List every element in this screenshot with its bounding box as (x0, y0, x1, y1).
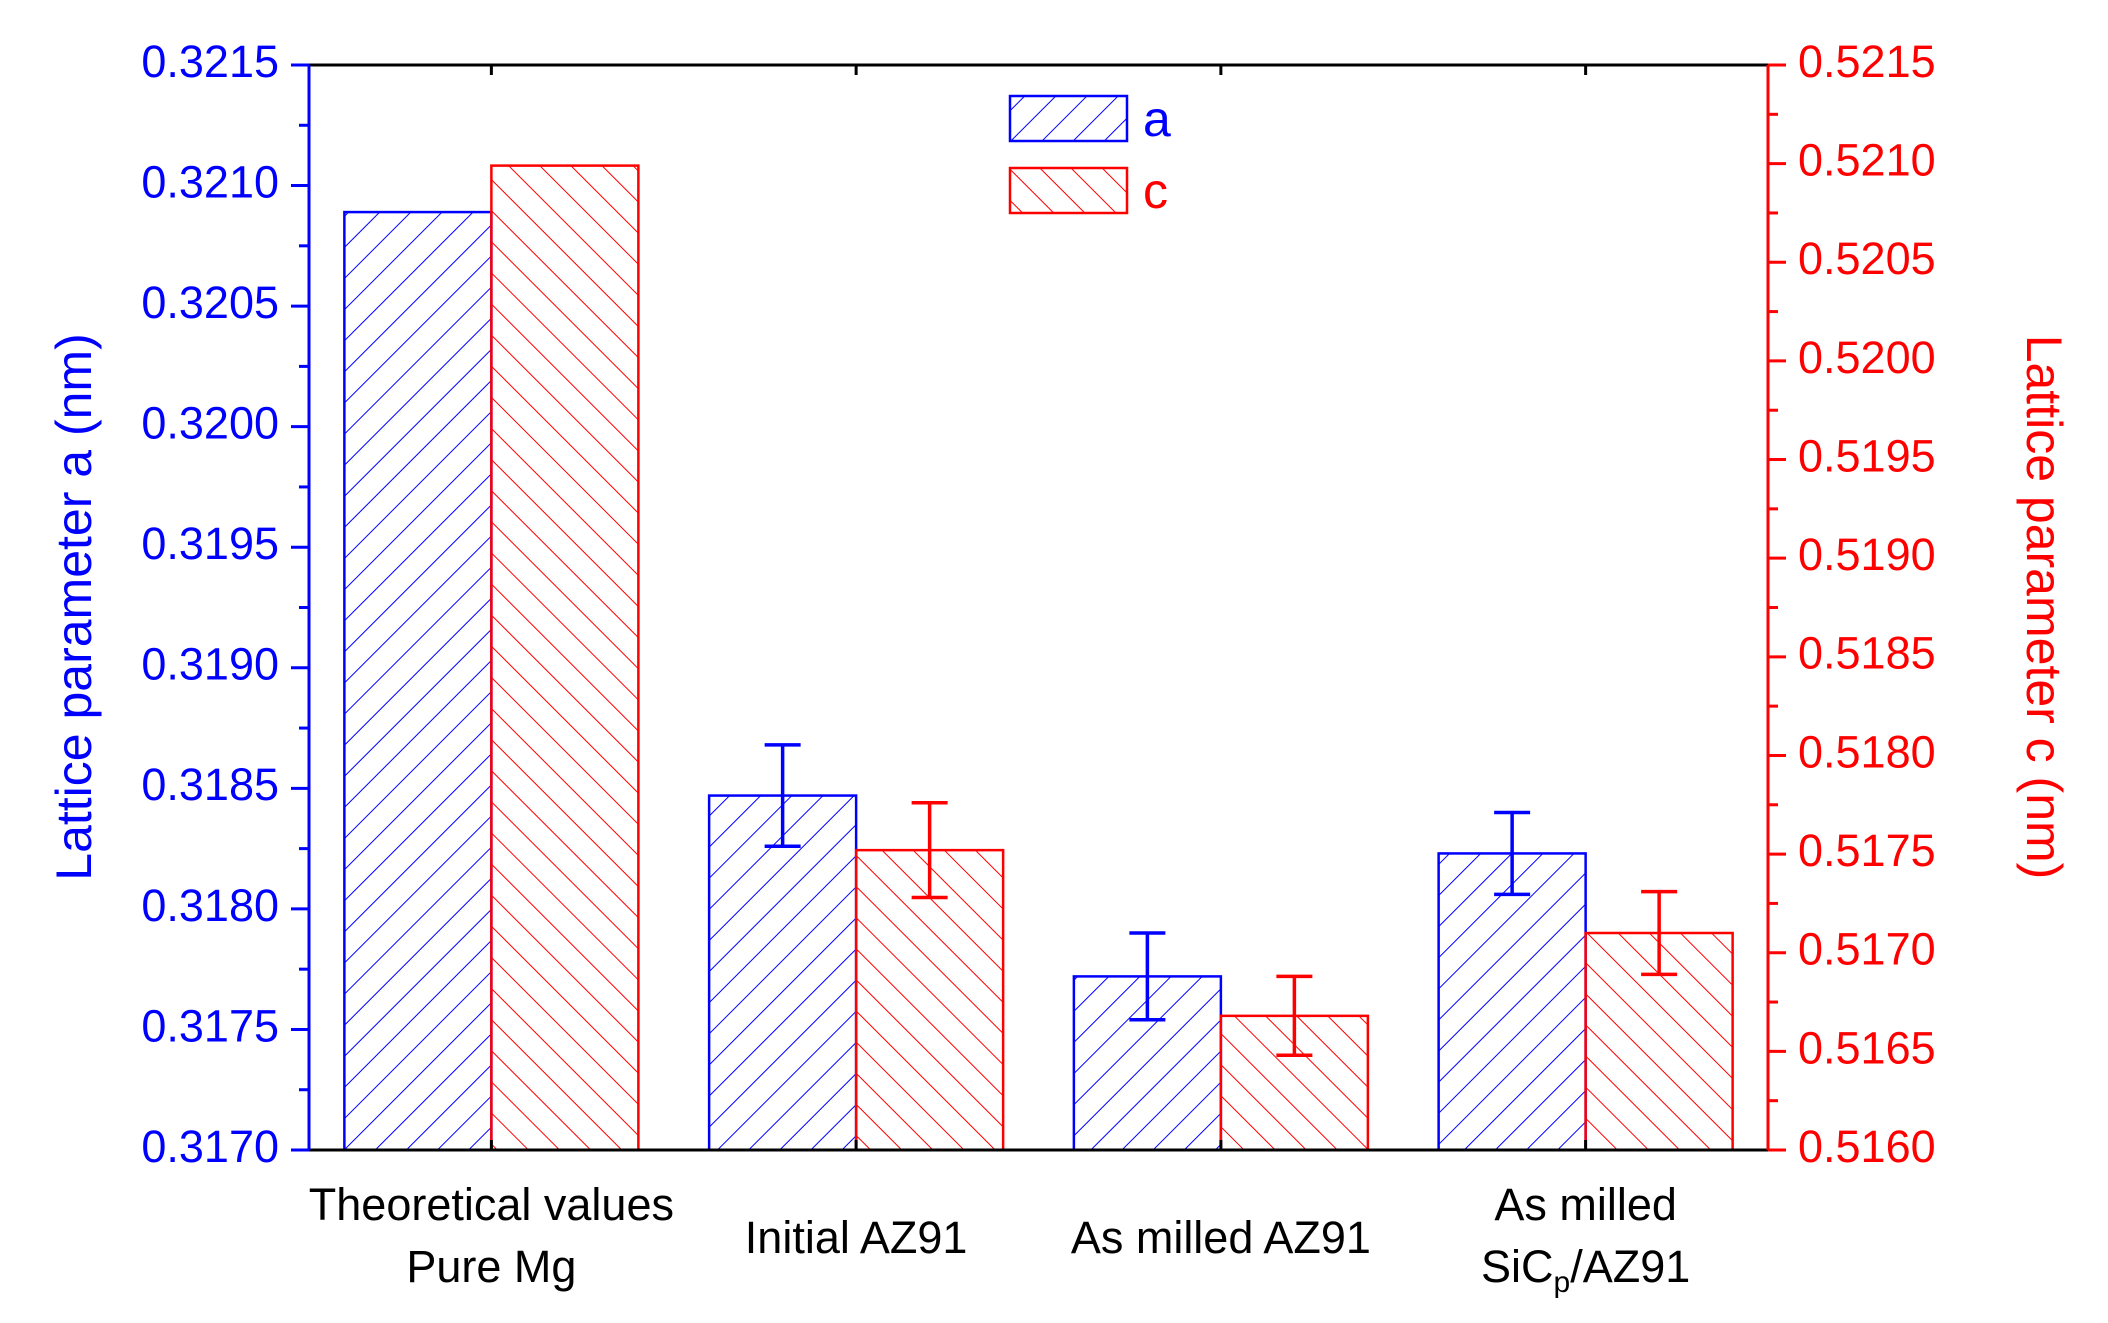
category-label-0: Theoretical values Pure Mg (309, 1179, 674, 1292)
errorbar-a-2 (1129, 931, 1166, 1022)
left-tick-label: 0.3200 (141, 398, 279, 449)
subscript-p: p (1554, 1266, 1571, 1299)
category-label-line: As milled AZ91 (1071, 1212, 1371, 1263)
category-label-line: Theoretical values (309, 1179, 674, 1230)
category-label-rest: /AZ91 (1570, 1241, 1690, 1292)
right-tick-label: 0.5215 (1798, 36, 1936, 87)
right-axis-ticks: 0.5160 0.5165 0.5170 0.5175 0.5180 0.5185 0.51… (1768, 36, 1936, 1172)
left-tick-label: 0.3190 (141, 639, 279, 690)
errorbar-c-2 (1276, 974, 1313, 1058)
right-tick-label: 0.5165 (1798, 1022, 1936, 1073)
right-tick-label: 0.5210 (1798, 135, 1936, 186)
category-label-line: SiCp/AZ91 (1481, 1241, 1690, 1299)
legend-swatch-a (1008, 94, 1129, 143)
right-tick-label: 0.5185 (1798, 628, 1936, 679)
bars-layer (343, 164, 1734, 1152)
left-axis-ticks: 0.3170 0.3175 0.3180 0.3185 0.3190 0.3195 0.32… (141, 36, 309, 1172)
bar-a-1 (707, 794, 858, 1152)
bar-a-0 (343, 210, 493, 1152)
right-tick-label: 0.5190 (1798, 529, 1936, 580)
bar-a-3 (1437, 852, 1587, 1152)
errorbar-c-3 (1641, 889, 1678, 977)
legend-label-a: a (1143, 91, 1171, 147)
right-tick-label: 0.5175 (1798, 825, 1936, 876)
category-label-3: As milled SiCp/AZ91 (1481, 1179, 1690, 1299)
y-axis-label-left: Lattice parameter a (nm) (46, 333, 102, 880)
errorbar-a-3 (1494, 810, 1531, 897)
y-axis-label-right: Lattice parameter c (nm) (2016, 335, 2072, 880)
legend: a c (1008, 91, 1171, 219)
right-tick-label: 0.5180 (1798, 726, 1936, 777)
left-tick-label: 0.3185 (141, 759, 279, 810)
right-tick-label: 0.5160 (1798, 1121, 1936, 1172)
x-axis-ticks (489, 65, 1588, 1150)
bar-c-0 (490, 164, 640, 1152)
left-tick-label: 0.3170 (141, 1121, 279, 1172)
left-tick-label: 0.3205 (141, 277, 279, 328)
errorbar-a-1 (764, 743, 801, 848)
legend-label-c: c (1143, 163, 1168, 219)
left-tick-label: 0.3215 (141, 36, 279, 87)
left-tick-label: 0.3175 (141, 1000, 279, 1051)
category-label-1: Initial AZ91 (745, 1212, 968, 1263)
right-tick-label: 0.5205 (1798, 233, 1936, 284)
left-tick-label: 0.3210 (141, 156, 279, 207)
left-tick-label: 0.3195 (141, 518, 279, 569)
category-labels: Theoretical values Pure Mg Initial AZ91 As … (309, 1179, 1690, 1299)
category-label-line: Pure Mg (406, 1241, 576, 1292)
errorbar-c-1 (911, 801, 948, 900)
category-label-line: Initial AZ91 (745, 1212, 968, 1263)
left-tick-label: 0.3180 (141, 880, 279, 931)
legend-swatch-c (1008, 166, 1129, 215)
category-label-line: As milled (1494, 1179, 1677, 1230)
bar-c-1 (854, 848, 1005, 1152)
category-label-2: As milled AZ91 (1071, 1212, 1371, 1263)
right-tick-label: 0.5200 (1798, 332, 1936, 383)
right-tick-label: 0.5195 (1798, 430, 1936, 481)
right-tick-label: 0.5170 (1798, 924, 1936, 975)
errorbars-layer (764, 743, 1678, 1058)
